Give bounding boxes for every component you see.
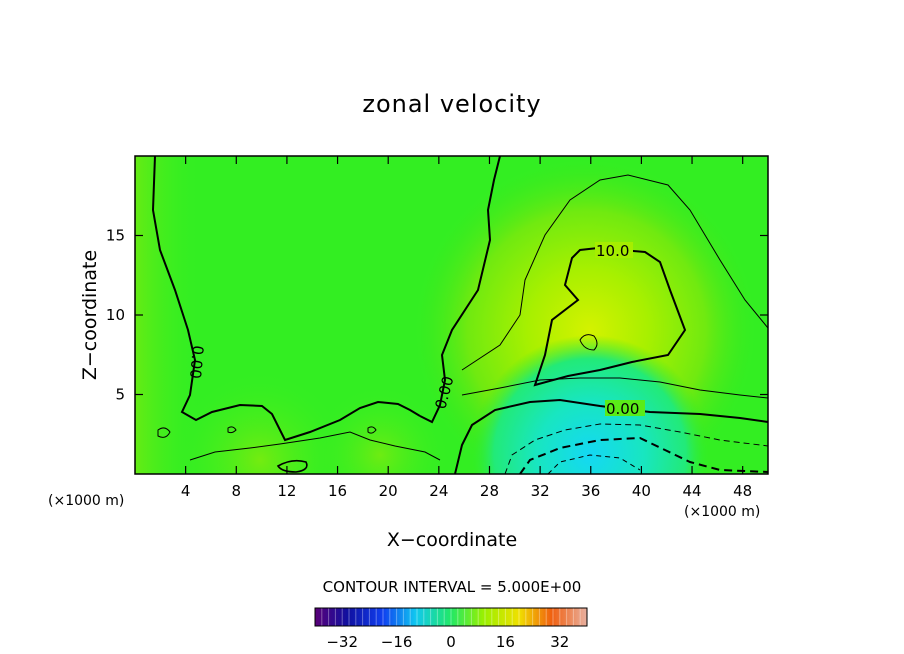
y-tick-label: 10: [106, 306, 125, 324]
contour-low-thin: [189, 431, 441, 461]
z-unit-label: (×1000 m): [48, 493, 124, 509]
x-tick-label: 32: [531, 482, 550, 500]
contour-minus-ten: [519, 436, 768, 474]
contour-five: [461, 174, 768, 371]
chart-title: zonal velocity: [362, 90, 541, 118]
x-tick-label: 36: [581, 482, 600, 500]
y-axis-ticks: 5 10 15: [106, 227, 768, 404]
colorbar-ticks: −32 −16 0 16 32: [326, 633, 569, 651]
contour-zero-left: [151, 156, 421, 442]
contour-fifteen: [579, 334, 598, 351]
colorbar-tick-label: 0: [446, 633, 456, 651]
contour-minus-five: [504, 423, 768, 474]
x-tick-label: 16: [328, 482, 347, 500]
y-tick-label: 15: [106, 227, 125, 245]
colorbar-stripes: [321, 608, 581, 626]
x-axis-label: X−coordinate: [387, 529, 517, 551]
contour-blob-2: [227, 426, 237, 434]
x-tick-label: 28: [480, 482, 499, 500]
contour-interval-text: CONTOUR INTERVAL = 5.000E+00: [323, 578, 582, 596]
contour-zero-right: [419, 156, 501, 424]
colorbar-tick-label: −16: [381, 633, 413, 651]
y-tick-label: 5: [115, 386, 125, 404]
colorbar-tick-label: 32: [550, 633, 569, 651]
x-unit-label: (×1000 m): [684, 504, 760, 520]
x-tick-label: 20: [379, 482, 398, 500]
contour-label-ten: 10.0: [596, 242, 629, 260]
contour-zero-lower: [454, 398, 768, 474]
x-tick-label: 48: [733, 482, 752, 500]
x-tick-label: 44: [682, 482, 701, 500]
contour-low-closed: [276, 459, 308, 473]
contour-label-zero-left: 0.00: [186, 345, 207, 380]
contour-blob-1: [157, 427, 171, 438]
colorbar-frame: [314, 607, 588, 627]
colorbar: −32 −16 0 16 32: [314, 607, 588, 651]
contour-minus-inner: [547, 454, 641, 474]
contour-blob-3: [367, 426, 377, 434]
x-tick-label: 8: [232, 482, 242, 500]
x-tick-label: 40: [632, 482, 651, 500]
colorbar-tick-label: 16: [496, 633, 515, 651]
colorbar-fill: [315, 608, 587, 626]
contour-field: [135, 156, 768, 474]
x-tick-label: 12: [277, 482, 296, 500]
contour-label-zero-right: 0.00: [606, 400, 639, 418]
contour-five-low: [461, 377, 768, 399]
x-tick-label: 24: [429, 482, 448, 500]
colorbar-tick-label: −32: [326, 633, 358, 651]
x-tick-label: 4: [181, 482, 191, 500]
x-axis-ticks: 4 8 12 16 20 24 28 32 36 40 44 48: [181, 156, 752, 500]
y-axis-label: Z−coordinate: [79, 250, 101, 380]
